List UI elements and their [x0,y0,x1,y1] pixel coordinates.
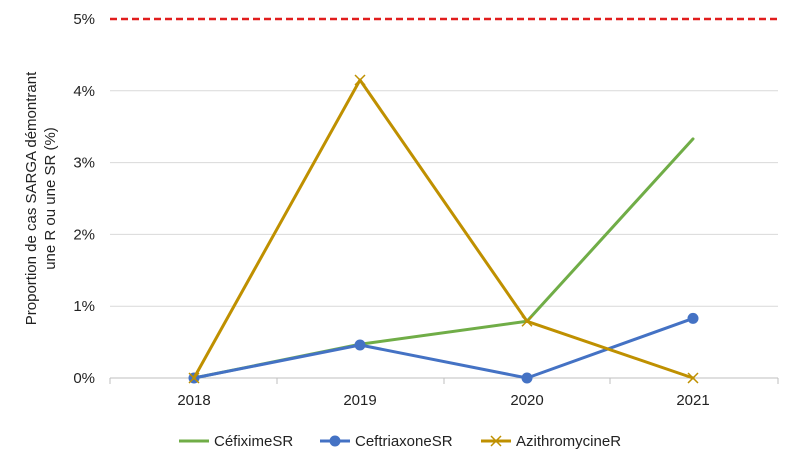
legend-marker [490,435,502,447]
x-tick-label: 2020 [510,392,543,409]
y-tick-labels: 0% 1% 2% 3% 4% 5% [73,11,95,387]
data-point [687,372,699,384]
gridlines [110,90,778,379]
y-axis-label: Proportion de cas SARGA démontrant une R… [23,71,59,325]
series-line [192,137,695,380]
legend-item: CeftriaxoneSR [320,433,453,450]
legend: CéfiximeSR CeftriaxoneSR AzithromycineR [179,433,621,450]
x-axis [109,377,779,384]
data-point-x-stroke [687,372,699,384]
data-point-x-stroke [188,372,200,384]
y-tick-label: 1% [73,298,95,315]
y-tick-label: 4% [73,83,95,100]
x-tick-labels: 2018 2019 2020 2021 [177,392,709,409]
data-point [354,74,366,86]
data-point [354,339,366,351]
legend-item: AzithromycineR [481,433,621,450]
series-lines [188,74,699,384]
legend-item: CéfiximeSR [179,433,293,450]
series-2 [188,74,699,384]
legend-marker [329,435,341,447]
x-tick-label: 2018 [177,392,210,409]
series-line [192,78,695,380]
series-line [192,316,695,380]
data-point [687,312,699,324]
y-tick-label: 5% [73,11,95,28]
x-tick-label: 2021 [676,392,709,409]
data-point [188,372,200,384]
data-point [521,372,533,384]
series-0 [192,137,695,380]
data-point [521,315,533,327]
y-axis-label-line-2: une R ou une SR (%) [42,127,59,270]
legend-label: CeftriaxoneSR [355,433,453,450]
legend-label: AzithromycineR [516,433,621,450]
x-tick-label: 2019 [343,392,376,409]
data-point-x-stroke [354,74,366,86]
y-tick-label: 2% [73,226,95,243]
y-tick-label: 0% [73,370,95,387]
data-point-x-stroke [521,315,533,327]
legend-label: CéfiximeSR [214,433,293,450]
y-axis-label-line-1: Proportion de cas SARGA démontrant [23,71,40,325]
y-tick-label: 3% [73,155,95,172]
series-1 [188,312,699,384]
